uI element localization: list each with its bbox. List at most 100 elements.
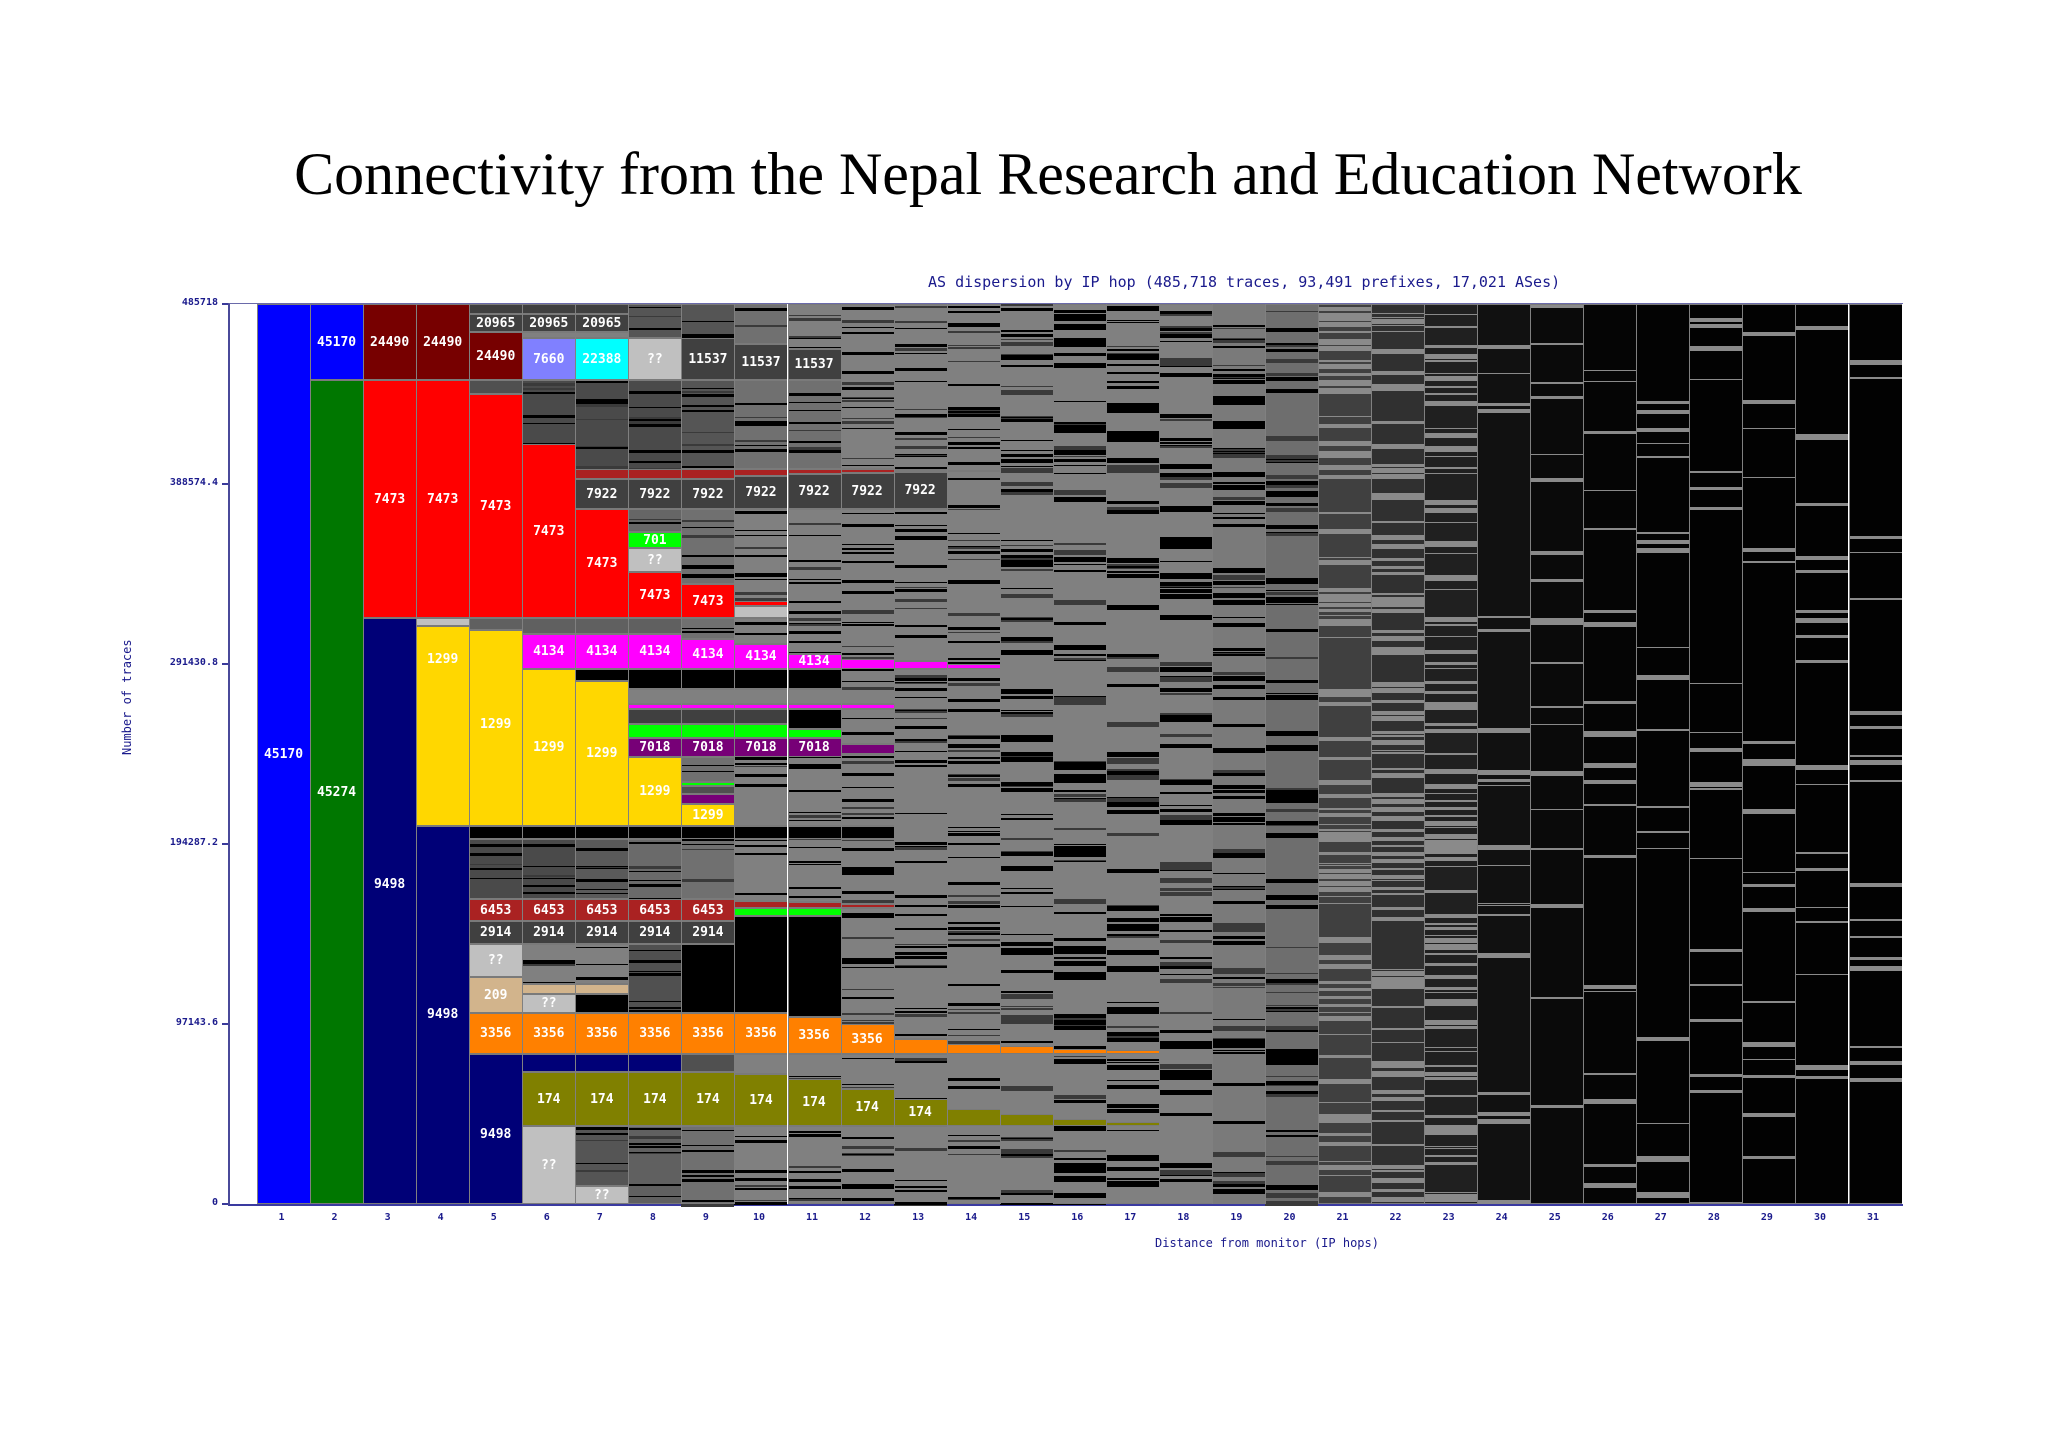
as-stripe bbox=[734, 402, 788, 405]
as-stripe bbox=[1742, 1000, 1796, 1003]
as-stripe bbox=[1264, 879, 1318, 884]
as-stripe bbox=[946, 734, 1000, 736]
as-stripe bbox=[787, 623, 841, 627]
as-label: 6453 bbox=[639, 902, 671, 918]
as-stripe bbox=[1848, 919, 1902, 922]
as-stripe bbox=[1689, 783, 1743, 788]
as-stripe bbox=[1371, 521, 1425, 524]
as-block-other bbox=[522, 826, 576, 839]
as-stripe bbox=[946, 1196, 1000, 1200]
as-stripe bbox=[1264, 349, 1318, 353]
as-stripe bbox=[893, 688, 947, 692]
as-stripe bbox=[893, 952, 947, 955]
as-stripe bbox=[1795, 1064, 1849, 1070]
as-stripe bbox=[1211, 581, 1265, 586]
as-stripe bbox=[893, 860, 947, 863]
as-label: 1299 bbox=[480, 717, 512, 732]
as-stripe bbox=[1424, 922, 1478, 925]
x-tick-label: 15 bbox=[1018, 1212, 1031, 1223]
as-label: 2914 bbox=[639, 925, 671, 940]
as-stripe bbox=[1264, 389, 1318, 391]
as-block-unknownunknown: ?? bbox=[522, 994, 576, 1013]
as-stripe bbox=[1264, 390, 1318, 394]
as-stripe bbox=[1371, 463, 1425, 467]
as-stripe bbox=[628, 306, 682, 308]
as-stripe bbox=[1052, 362, 1106, 368]
as-stripe bbox=[840, 872, 894, 876]
as-stripe bbox=[946, 580, 1000, 583]
as-stripe bbox=[787, 789, 841, 792]
as-stripe bbox=[734, 510, 788, 514]
as-stripe bbox=[946, 698, 1000, 701]
as-stripe bbox=[1689, 470, 1743, 473]
as-stripe bbox=[1264, 973, 1318, 975]
as-stripe bbox=[946, 552, 1000, 555]
as-stripe bbox=[946, 833, 1000, 837]
as-stripe bbox=[1583, 763, 1637, 769]
as-stripe bbox=[1424, 1026, 1478, 1030]
as-stripe bbox=[1318, 807, 1372, 810]
as-stripe bbox=[1371, 316, 1425, 318]
as-stripe bbox=[1477, 402, 1531, 406]
as-stripe bbox=[1105, 668, 1159, 672]
as-stripe bbox=[840, 669, 894, 672]
as-stripe bbox=[1371, 715, 1425, 720]
as-stripe bbox=[1583, 490, 1637, 492]
as-stripe bbox=[1318, 442, 1372, 446]
as-stripe bbox=[999, 1041, 1053, 1044]
as-stripe bbox=[1052, 424, 1106, 428]
as-stripe bbox=[1371, 370, 1425, 375]
as-stripe bbox=[946, 1011, 1000, 1014]
as-stripe bbox=[946, 831, 1000, 833]
as-block-3356: 3356 bbox=[469, 1013, 523, 1054]
as-stripe bbox=[1371, 875, 1425, 880]
as-stripe bbox=[1318, 390, 1372, 395]
as-stripe bbox=[893, 445, 947, 449]
as-stripe bbox=[575, 1134, 629, 1136]
as-stripe bbox=[1158, 940, 1212, 944]
as-label: 7922 bbox=[745, 485, 777, 500]
as-stripe bbox=[840, 657, 894, 660]
as-block-other bbox=[628, 618, 682, 634]
as-block-other bbox=[734, 689, 788, 704]
as-stripe bbox=[522, 387, 576, 390]
as-label: 45274 bbox=[317, 785, 357, 800]
as-stripe bbox=[787, 581, 841, 584]
as-stripe bbox=[1264, 372, 1318, 376]
as-block-other bbox=[1583, 304, 1637, 1204]
as-block-2914: 2914 bbox=[469, 921, 523, 944]
as-block-other bbox=[840, 704, 894, 709]
page-title: Connectivity from the Nepal Research and… bbox=[294, 141, 1802, 207]
as-stripe bbox=[1158, 544, 1212, 550]
as-stripe bbox=[1264, 821, 1318, 827]
as-stripe bbox=[1583, 1183, 1637, 1189]
as-stripe bbox=[1424, 618, 1478, 623]
as-block-1299: 1299 bbox=[628, 757, 682, 826]
as-stripe bbox=[787, 338, 841, 340]
as-stripe bbox=[628, 884, 682, 888]
as-stripe bbox=[1424, 392, 1478, 395]
as-stripe bbox=[681, 1200, 735, 1202]
as-stripe bbox=[1477, 616, 1531, 619]
as-block-1299: 1299 bbox=[416, 626, 470, 826]
as-stripe bbox=[840, 420, 894, 424]
as-stripe bbox=[893, 1147, 947, 1151]
as-stripe bbox=[1264, 792, 1318, 797]
as-block-other bbox=[1742, 304, 1796, 1204]
as-stripe bbox=[893, 760, 947, 763]
as-stripe bbox=[1636, 455, 1690, 458]
as-stripe bbox=[734, 309, 788, 311]
as-label: 1299 bbox=[586, 746, 618, 761]
as-label: 3356 bbox=[745, 1026, 777, 1041]
as-label: ?? bbox=[647, 351, 663, 367]
as-stripe bbox=[1052, 472, 1106, 474]
as-stripe bbox=[1477, 1112, 1531, 1117]
as-stripe bbox=[1158, 1163, 1212, 1169]
as-stripe bbox=[1371, 566, 1425, 570]
as-stripe bbox=[1158, 675, 1212, 678]
as-stripe bbox=[1211, 1173, 1265, 1178]
as-stripe bbox=[1158, 916, 1212, 922]
as-stripe bbox=[1318, 1054, 1372, 1058]
as-stripe bbox=[1424, 1191, 1478, 1193]
as-stripe bbox=[946, 1086, 1000, 1089]
